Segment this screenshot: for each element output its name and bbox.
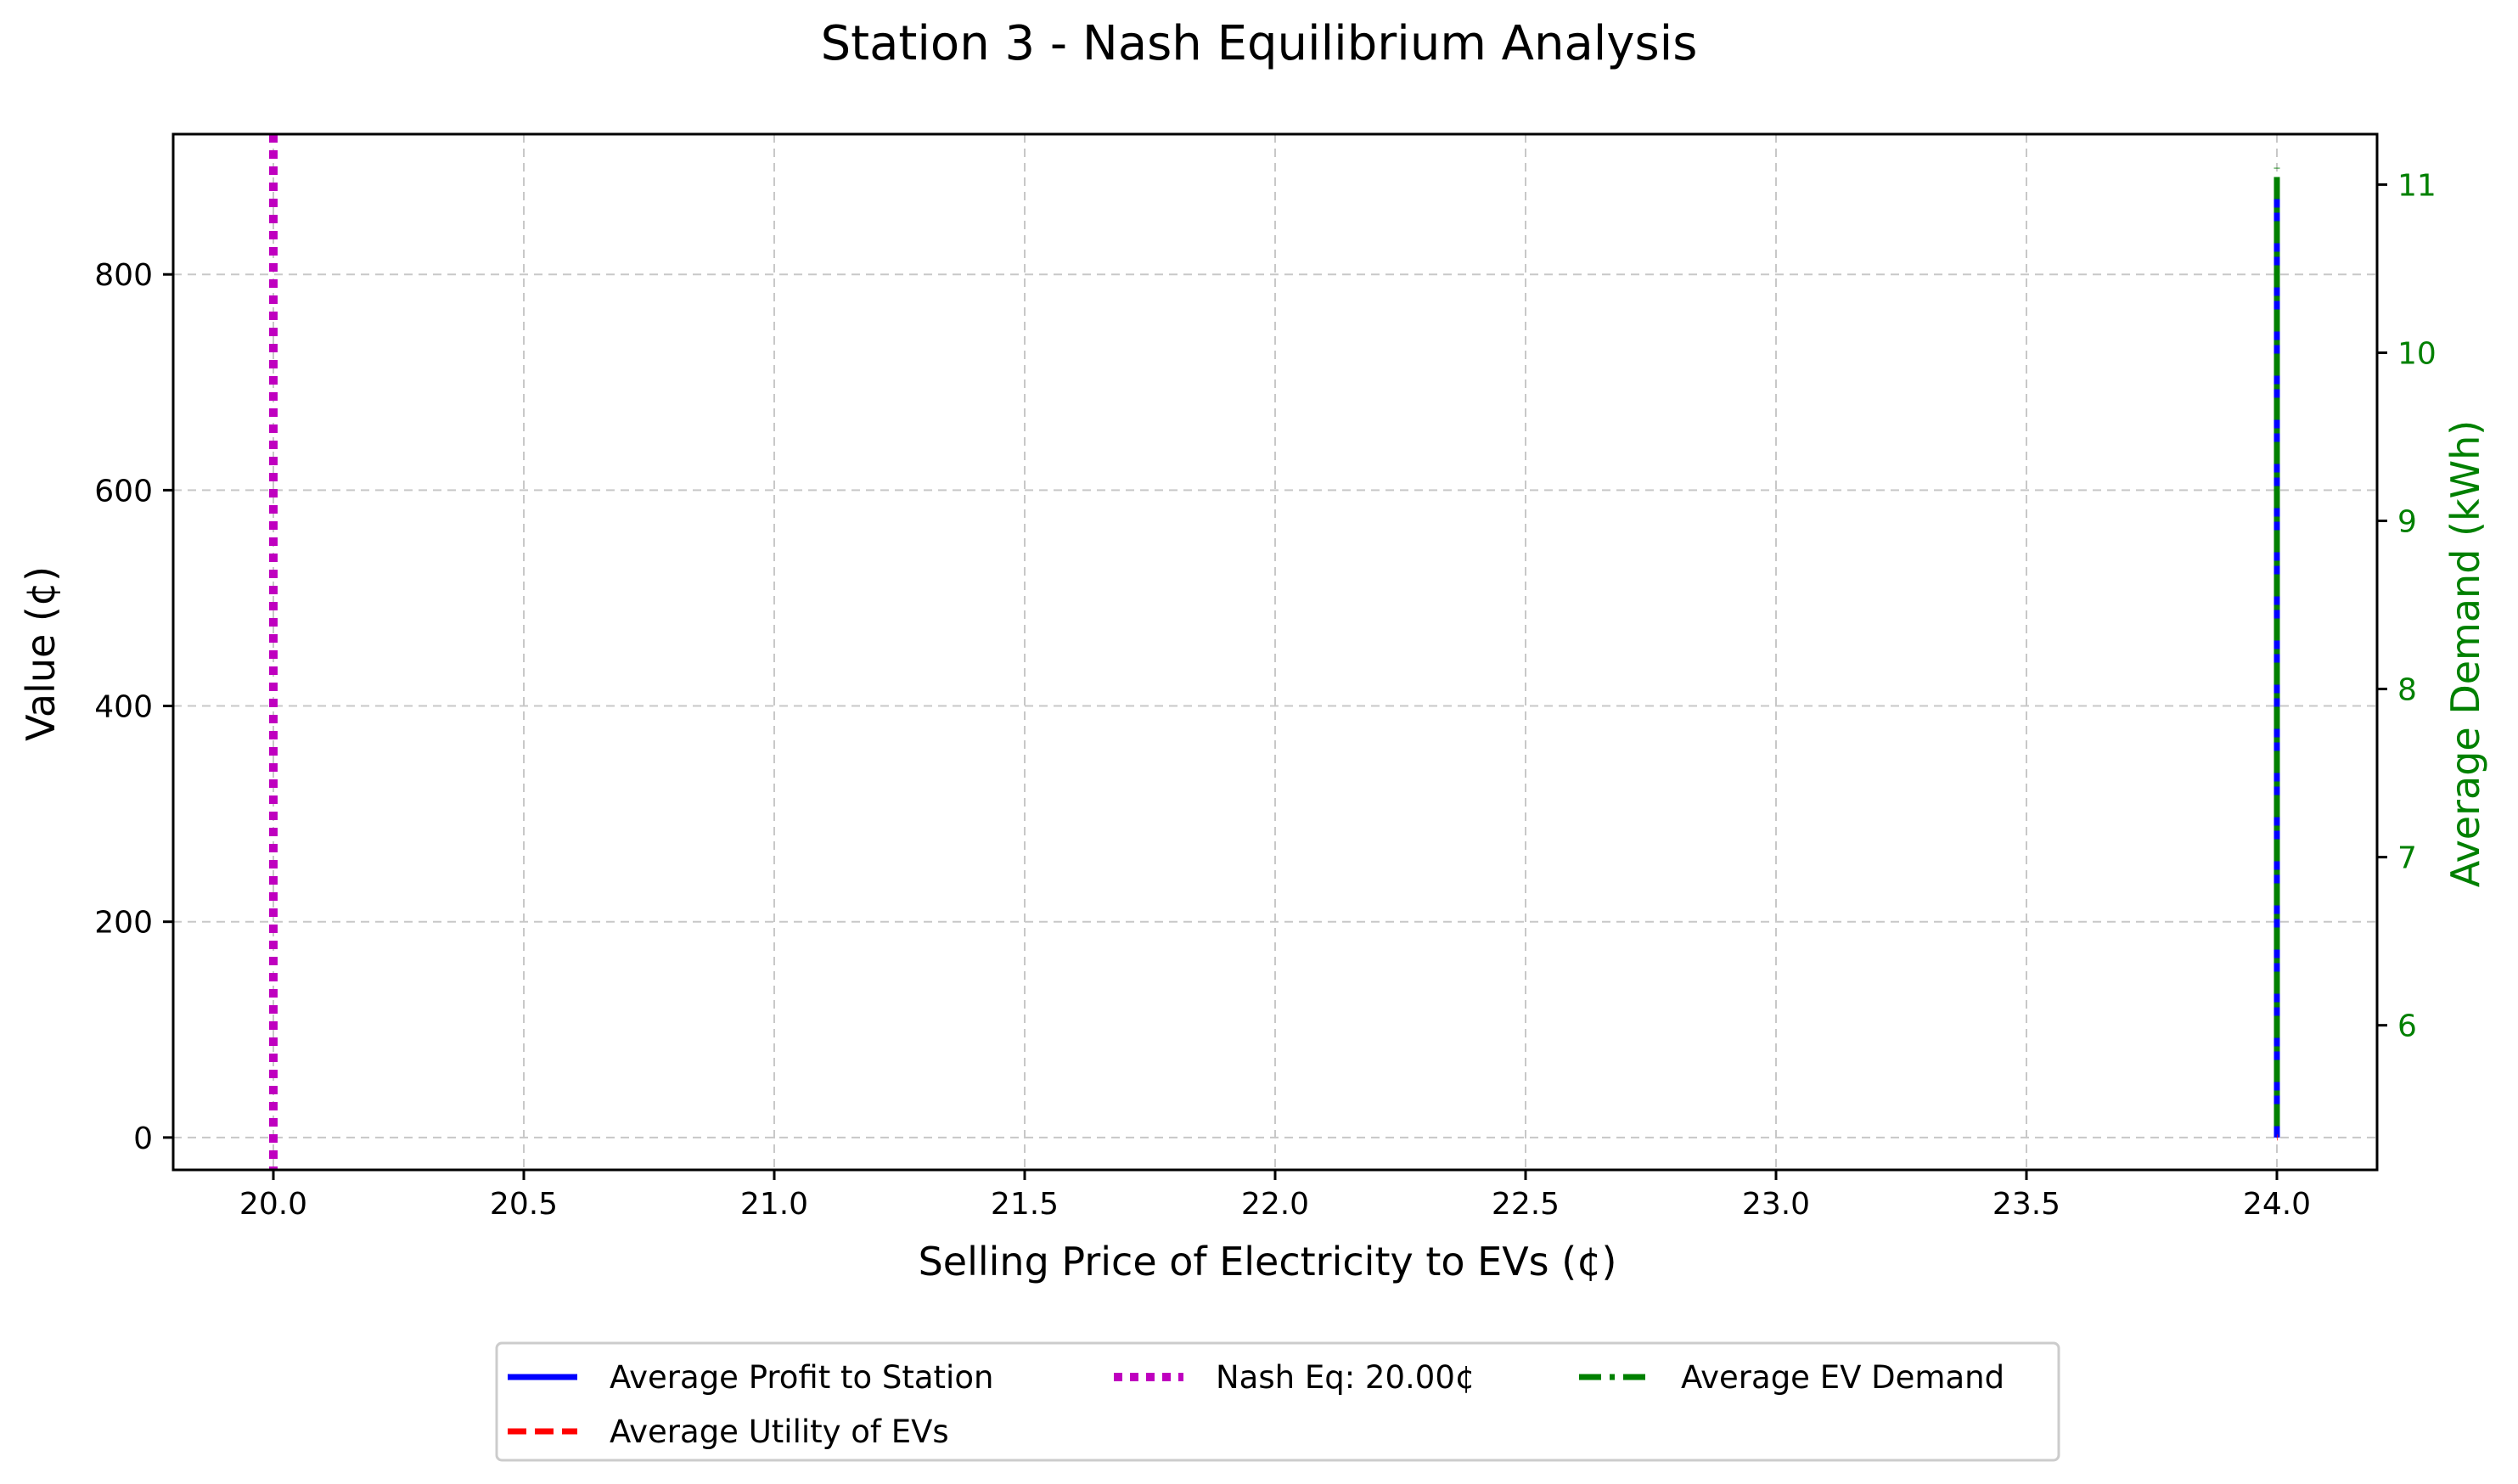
y2-tick-label: 11 — [2397, 168, 2437, 203]
y-tick-label: 600 — [94, 474, 153, 509]
x-tick-label: 22.5 — [1492, 1187, 1560, 1222]
y2-tick-label: 6 — [2397, 1009, 2417, 1044]
legend: Average Profit to Station Average Utility… — [495, 1341, 2060, 1462]
x-axis-label: Selling Price of Electricity to EVs (¢) — [919, 1239, 1617, 1284]
x-tick-label: 23.5 — [1992, 1187, 2060, 1222]
y2-tick-label: 10 — [2397, 336, 2437, 371]
y-tick-label: 0 — [133, 1121, 153, 1156]
x-tick-label: 22.0 — [1241, 1187, 1309, 1222]
plot-area — [269, 134, 2280, 1170]
y-tick-label: 800 — [94, 258, 153, 293]
x-tick-label: 20.0 — [239, 1187, 307, 1222]
legend-box — [495, 1341, 2060, 1462]
legend-label: Average Profit to Station — [610, 1359, 993, 1396]
y2-tick-label: 7 — [2397, 841, 2417, 876]
y-axis-label: Value (¢) — [18, 566, 64, 741]
y-tick-label: 200 — [94, 906, 153, 941]
x-tick-label: 23.0 — [1742, 1187, 1810, 1222]
x-tick-label: 24.0 — [2243, 1187, 2311, 1222]
legend-label: Average Utility of EVs — [610, 1414, 949, 1450]
y2-tick-label: 9 — [2397, 505, 2417, 540]
x-tick-label: 21.5 — [991, 1187, 1059, 1222]
grid — [173, 134, 2377, 1170]
y2-tick-label: 8 — [2397, 673, 2417, 708]
y2-axis-label: Average Demand (kWh) — [2442, 420, 2488, 887]
axes: 20.0 20.5 21.0 21.5 22.0 22.5 23.0 23.5 24.0 0 200… — [94, 132, 2437, 1222]
y-tick-label: 400 — [94, 690, 153, 725]
x-tick-label: 20.5 — [490, 1187, 558, 1222]
legend-label: Average EV Demand — [1681, 1359, 2004, 1396]
chart-title: Station 3 - Nash Equilibrium Analysis — [821, 16, 1698, 71]
legend-label: Nash Eq: 20.00¢ — [1216, 1359, 1475, 1396]
x-tick-label: 21.0 — [740, 1187, 808, 1222]
